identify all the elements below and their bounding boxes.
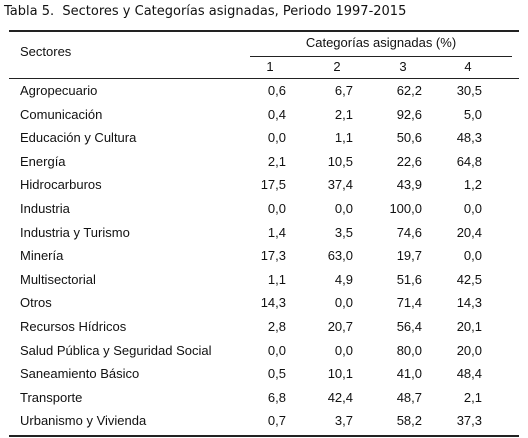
cell-value: 6,7 xyxy=(334,83,353,98)
cell-value: 1,1 xyxy=(334,130,353,146)
cell-value: 20,4 xyxy=(456,224,482,240)
sector-name: Comunicación xyxy=(20,106,103,122)
cell-value: 1,2 xyxy=(463,177,482,193)
cell-value: 62,2 xyxy=(396,83,422,98)
cell-value: 37,3 xyxy=(456,413,482,429)
cell-value: 0,4 xyxy=(267,106,286,122)
cell-value: 19,7 xyxy=(396,248,422,264)
cell-value: 14,3 xyxy=(456,295,482,311)
cell-value: 42,4 xyxy=(327,389,353,405)
cell-value: 56,4 xyxy=(396,319,422,334)
cell-value: 1,4 xyxy=(267,224,286,240)
header-rule xyxy=(9,78,519,79)
cell-value: 22,6 xyxy=(396,153,422,169)
cell-value: 48,7 xyxy=(396,389,422,405)
cell-value: 100,0 xyxy=(389,201,422,216)
cell-value: 37,4 xyxy=(327,177,353,193)
cell-value: 3,7 xyxy=(334,413,353,429)
sector-name: Industria xyxy=(20,201,70,216)
cell-value: 2,1 xyxy=(334,106,353,122)
bottom-rule xyxy=(9,435,519,437)
cell-value: 0,0 xyxy=(267,201,286,216)
cell-value: 3,5 xyxy=(334,224,353,240)
cell-value: 30,5 xyxy=(456,83,482,98)
cell-value: 2,8 xyxy=(267,319,286,334)
cell-value: 92,6 xyxy=(396,106,422,122)
cell-value: 48,4 xyxy=(456,366,482,382)
cell-value: 0,0 xyxy=(334,342,353,358)
column-header: 4 xyxy=(464,59,472,74)
cell-value: 2,1 xyxy=(463,389,482,405)
column-header: 3 xyxy=(399,59,407,74)
cell-value: 1,1 xyxy=(267,271,286,287)
sector-name: Minería xyxy=(20,248,64,264)
row-header: Sectores xyxy=(20,44,72,59)
cell-value: 4,9 xyxy=(334,271,353,287)
cell-value: 20,1 xyxy=(456,319,482,334)
cell-value: 51,6 xyxy=(396,271,422,287)
cell-value: 0,0 xyxy=(334,295,353,311)
sector-name: Multisectorial xyxy=(20,271,96,287)
sector-name: Hidrocarburos xyxy=(20,177,102,193)
group-header: Categorías asignadas (%) xyxy=(305,35,457,50)
cell-value: 74,6 xyxy=(396,224,422,240)
cell-value: 0,6 xyxy=(267,83,286,98)
top-rule xyxy=(9,30,519,32)
cell-value: 48,3 xyxy=(456,130,482,146)
cell-value: 43,9 xyxy=(396,177,422,193)
cell-value: 0,0 xyxy=(463,248,482,264)
group-rule xyxy=(250,56,512,57)
sector-name: Industria y Turismo xyxy=(20,224,130,240)
cell-value: 0,5 xyxy=(267,366,286,382)
cell-value: 0,0 xyxy=(463,201,482,216)
cell-value: 14,3 xyxy=(260,295,286,311)
cell-value: 17,3 xyxy=(260,248,286,264)
column-header: 2 xyxy=(333,59,341,74)
sector-name: Recursos Hídricos xyxy=(20,319,127,334)
cell-value: 63,0 xyxy=(327,248,353,264)
column-header: 1 xyxy=(266,59,274,74)
cell-value: 5,0 xyxy=(463,106,482,122)
sector-name: Salud Pública y Seguridad Social xyxy=(20,342,212,358)
cell-value: 50,6 xyxy=(396,130,422,146)
cell-value: 10,5 xyxy=(327,153,353,169)
cell-value: 0,0 xyxy=(267,342,286,358)
sector-name: Saneamiento Básico xyxy=(20,366,140,382)
cell-value: 0,0 xyxy=(267,130,286,146)
cell-value: 20,7 xyxy=(327,319,353,334)
cell-value: 0,0 xyxy=(334,201,353,216)
sector-name: Agropecuario xyxy=(20,83,98,98)
cell-value: 20,0 xyxy=(456,342,482,358)
cell-value: 42,5 xyxy=(456,271,482,287)
cell-value: 2,1 xyxy=(267,153,286,169)
sector-name: Educación y Cultura xyxy=(20,130,137,146)
cell-value: 10,1 xyxy=(327,366,353,382)
sector-name: Otros xyxy=(20,295,52,311)
sector-name: Energía xyxy=(20,153,66,169)
cell-value: 58,2 xyxy=(396,413,422,429)
caption: Tabla 5. Sectores y Categorías asignadas… xyxy=(4,4,407,19)
sector-name: Urbanismo y Vivienda xyxy=(20,413,147,429)
cell-value: 6,8 xyxy=(267,389,286,405)
cell-value: 0,7 xyxy=(267,413,286,429)
cell-value: 71,4 xyxy=(396,295,422,311)
cell-value: 80,0 xyxy=(396,342,422,358)
sector-name: Transporte xyxy=(20,389,83,405)
cell-value: 64,8 xyxy=(456,153,482,169)
cell-value: 41,0 xyxy=(396,366,422,382)
cell-value: 17,5 xyxy=(260,177,286,193)
